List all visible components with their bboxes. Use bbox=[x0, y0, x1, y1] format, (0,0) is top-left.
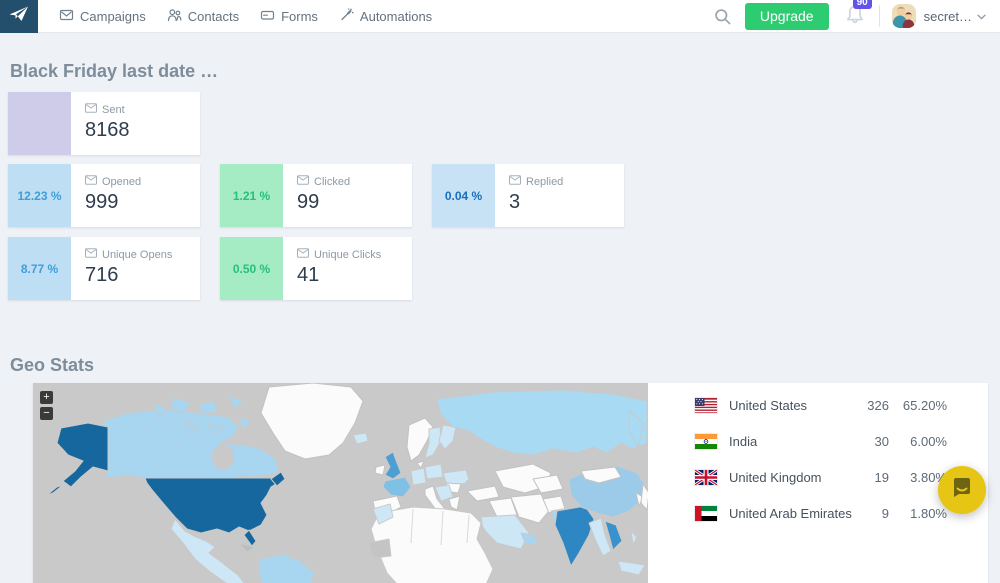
stat-percent-badge: 0.04 % bbox=[432, 164, 495, 227]
envelope-icon bbox=[59, 8, 74, 25]
geo-stats-card: + − United States 326 65.20% India 30 6.… bbox=[33, 383, 988, 583]
nav-item-automations[interactable]: Automations bbox=[339, 7, 433, 25]
top-navbar: Campaigns Contacts Forms Automations Upg… bbox=[0, 0, 1000, 33]
country-percent: 1.80% bbox=[910, 505, 947, 521]
notifications-button[interactable]: 90 bbox=[845, 0, 872, 30]
nav-label: Forms bbox=[281, 8, 318, 24]
stat-value: 999 bbox=[85, 191, 119, 213]
nav-right-cluster: Upgrade 90 secret… bbox=[714, 0, 1000, 30]
stat-value: 8168 bbox=[85, 119, 130, 141]
map-zoom-out-button[interactable]: − bbox=[40, 407, 53, 420]
people-icon bbox=[167, 8, 182, 25]
avatar[interactable] bbox=[891, 4, 916, 28]
stat-value: 41 bbox=[297, 264, 320, 286]
stat-card-unique-opens: 8.77 % Unique Opens 716 bbox=[8, 237, 200, 300]
upgrade-button[interactable]: Upgrade bbox=[744, 2, 829, 30]
envelope-icon bbox=[297, 175, 309, 188]
country-row-united-states: United States 326 65.20% bbox=[695, 387, 947, 423]
user-menu-label[interactable]: secret… bbox=[923, 8, 972, 24]
stat-percent-badge: 12.23 % bbox=[8, 164, 71, 227]
map-zoom-in-button[interactable]: + bbox=[40, 391, 53, 404]
stat-label: Unique Opens bbox=[102, 248, 173, 261]
divider bbox=[878, 5, 880, 27]
stat-percent-badge: 0.50 % bbox=[220, 237, 283, 300]
form-field-icon bbox=[260, 8, 275, 25]
search-icon[interactable] bbox=[714, 8, 731, 25]
nav-label: Contacts bbox=[187, 8, 240, 24]
nav-item-contacts[interactable]: Contacts bbox=[167, 8, 239, 25]
india-flag bbox=[695, 433, 717, 449]
chevron-down-icon[interactable] bbox=[977, 7, 986, 25]
country-count: 9 bbox=[881, 505, 889, 521]
stat-label: Sent bbox=[102, 103, 125, 116]
stat-card-opened: 12.23 % Opened 999 bbox=[8, 164, 200, 227]
country-percent: 6.00% bbox=[910, 433, 947, 449]
stat-percent-badge bbox=[8, 92, 71, 155]
stat-card-clicked: 1.21 % Clicked 99 bbox=[220, 164, 412, 227]
country-name: India bbox=[729, 433, 758, 449]
stat-label: Clicked bbox=[314, 175, 351, 188]
stat-value: 3 bbox=[509, 191, 521, 213]
stat-label: Replied bbox=[526, 175, 564, 188]
country-row-india: India 30 6.00% bbox=[695, 423, 947, 459]
world-map-svg bbox=[33, 383, 650, 583]
country-count: 19 bbox=[874, 469, 889, 485]
envelope-icon bbox=[509, 175, 521, 188]
country-row-united-arab-emirates: United Arab Emirates 9 1.80% bbox=[695, 495, 947, 531]
envelope-icon bbox=[85, 175, 97, 188]
country-count: 326 bbox=[867, 397, 889, 413]
country-count: 30 bbox=[874, 433, 889, 449]
envelope-icon bbox=[297, 248, 309, 261]
uk-flag bbox=[694, 468, 718, 486]
notification-count-badge: 90 bbox=[852, 0, 872, 9]
stat-label: Opened bbox=[102, 175, 142, 188]
chat-launcher-button[interactable] bbox=[938, 466, 986, 514]
stat-value: 716 bbox=[85, 264, 119, 286]
chat-bubble-icon bbox=[950, 476, 974, 505]
country-name: United Arab Emirates bbox=[729, 505, 852, 521]
geo-stats-title: Geo Stats bbox=[10, 355, 95, 375]
bell-icon bbox=[845, 5, 865, 29]
paper-plane-icon bbox=[9, 6, 29, 27]
nav-label: Automations bbox=[359, 8, 433, 24]
us-flag bbox=[695, 397, 717, 413]
country-row-united-kingdom: United Kingdom 19 3.80% bbox=[694, 459, 947, 495]
stat-percent-badge: 1.21 % bbox=[220, 164, 283, 227]
nav-label: Campaigns bbox=[80, 8, 146, 24]
envelope-icon bbox=[85, 248, 97, 261]
nav-item-campaigns[interactable]: Campaigns bbox=[59, 8, 146, 25]
country-percent: 3.80% bbox=[910, 469, 947, 485]
page-title: Black Friday last date … bbox=[10, 61, 219, 81]
country-name: United Kingdom bbox=[729, 469, 822, 485]
app-logo[interactable] bbox=[0, 0, 38, 33]
country-percent: 65.20% bbox=[902, 397, 947, 413]
stat-percent-badge: 8.77 % bbox=[8, 237, 71, 300]
world-map[interactable]: + − bbox=[33, 383, 650, 583]
magic-wand-icon bbox=[339, 7, 354, 25]
country-name: United States bbox=[729, 397, 808, 413]
stat-value: 99 bbox=[297, 191, 320, 213]
uae-flag bbox=[695, 505, 717, 521]
stat-card-sent: Sent 8168 bbox=[8, 92, 200, 155]
envelope-icon bbox=[85, 103, 97, 116]
stat-card-unique-clicks: 0.50 % Unique Clicks 41 bbox=[220, 237, 412, 300]
stat-label: Unique Clicks bbox=[314, 248, 382, 261]
nav-item-forms[interactable]: Forms bbox=[260, 8, 318, 25]
stat-card-replied: 0.04 % Replied 3 bbox=[432, 164, 624, 227]
